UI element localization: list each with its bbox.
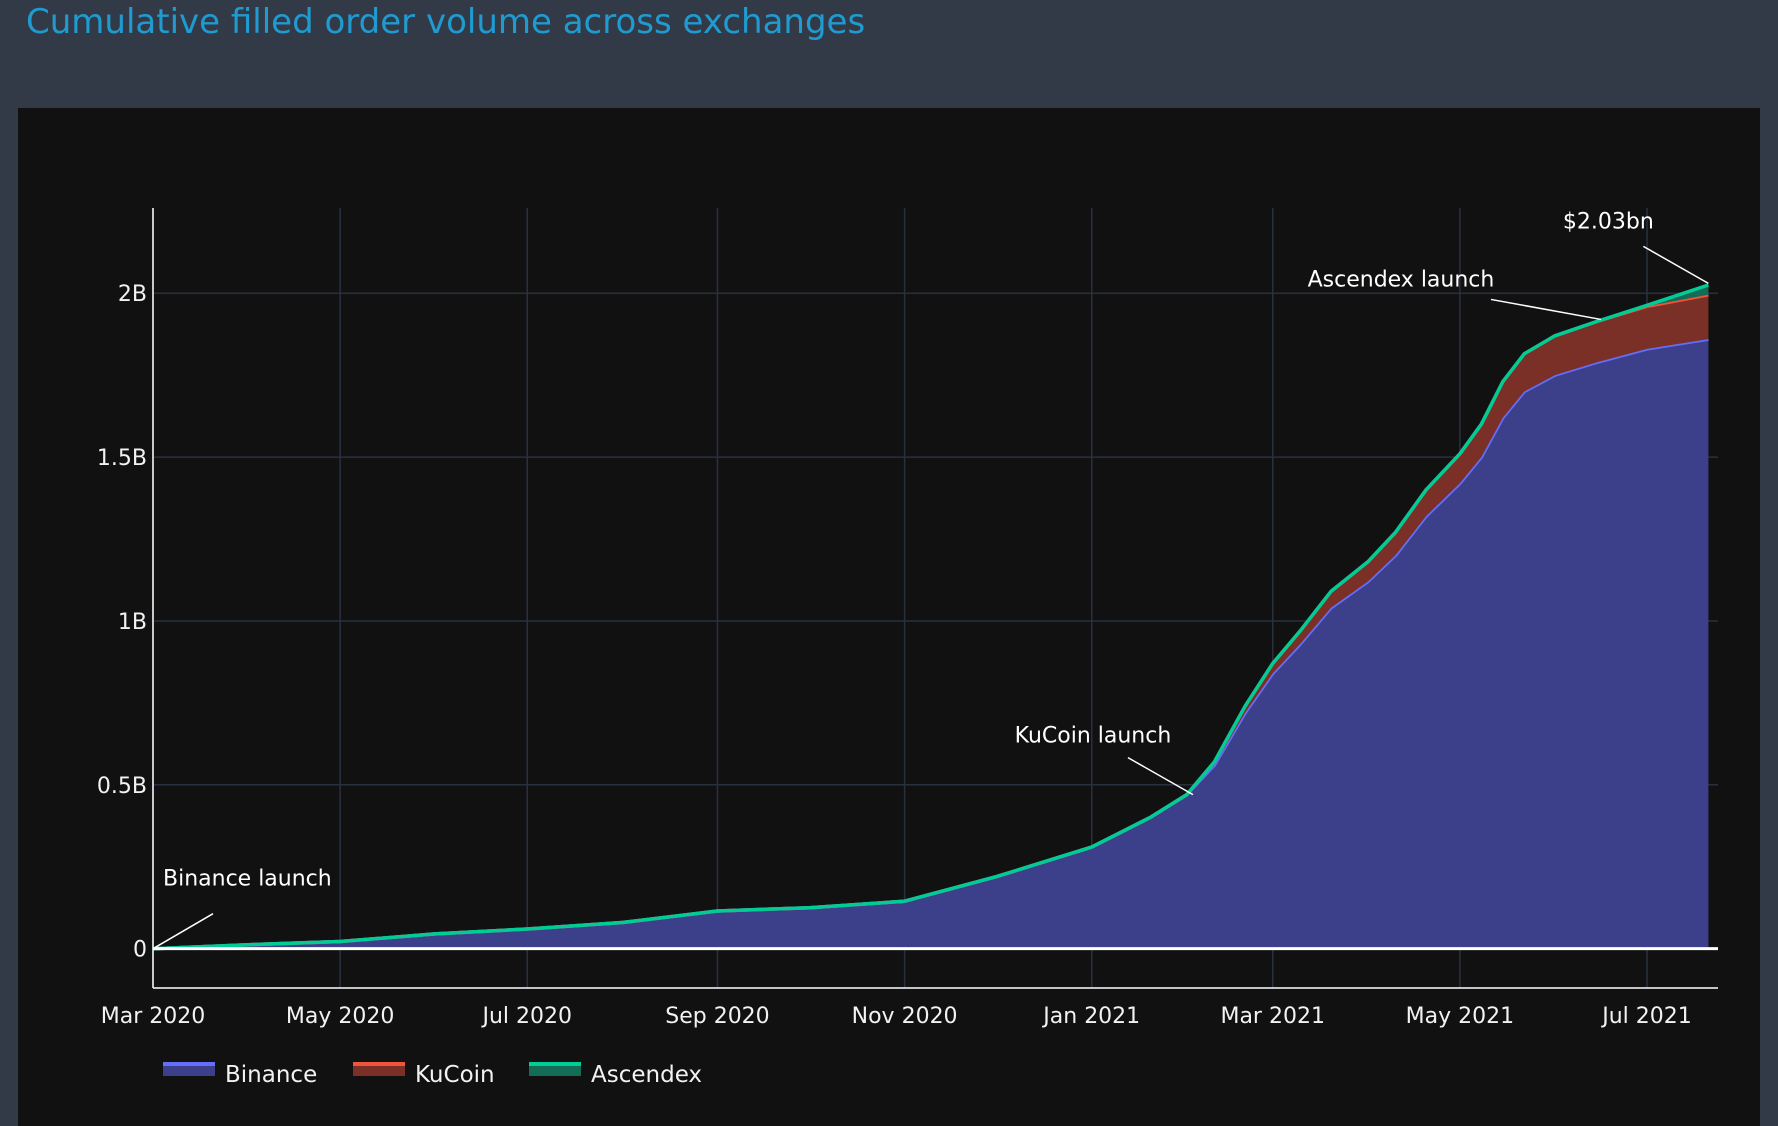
legend[interactable]: Binance KuCoin Ascendex: [163, 1062, 702, 1088]
x-tick-label: Mar 2021: [1220, 1004, 1325, 1029]
annotation-arrow: [152, 913, 214, 950]
annotation-arrow: [1642, 245, 1709, 285]
area-kucoin: [153, 294, 1709, 949]
axes: 0 0.5B 1B 1.5B 2B Mar 2020 May 2020 Jul 2020 Sep…: [97, 208, 1718, 1029]
y-tick-label: 0.5B: [97, 774, 147, 799]
page-title: Cumulative filled order volume across ex…: [26, 2, 866, 42]
x-tick-label: Sep 2020: [665, 1004, 769, 1029]
annotation-arrow: [1490, 298, 1602, 321]
x-tick-label: Nov 2020: [852, 1004, 958, 1029]
x-tick-label: Jan 2021: [1041, 1004, 1140, 1029]
annotation-label: Ascendex launch: [1308, 267, 1495, 292]
legend-swatch: [163, 1064, 215, 1076]
legend-item-kucoin[interactable]: KuCoin: [353, 1062, 495, 1088]
y-tick-label: 0: [133, 938, 147, 963]
chart-panel: 0 0.5B 1B 1.5B 2B Mar 2020 May 2020 Jul 2020 Sep…: [18, 108, 1760, 1126]
x-tick-label: May 2021: [1406, 1004, 1514, 1029]
legend-item-binance[interactable]: Binance: [163, 1062, 317, 1088]
legend-label: Binance: [225, 1062, 317, 1088]
x-tick-label: Mar 2020: [101, 1004, 206, 1029]
line-ascendex: [152, 283, 1709, 951]
legend-label: KuCoin: [415, 1062, 495, 1088]
area-series: [152, 283, 1709, 951]
legend-swatch: [529, 1064, 581, 1076]
area-binance: [153, 339, 1709, 949]
legend-label: Ascendex: [591, 1062, 702, 1088]
y-tick-label: 1.5B: [97, 446, 147, 471]
legend-item-ascendex[interactable]: Ascendex: [529, 1062, 702, 1088]
annotation-arrow: [1127, 756, 1194, 796]
y-tick-label: 1B: [118, 610, 147, 635]
y-tick-label: 2B: [118, 282, 147, 307]
annotation-label: KuCoin launch: [1015, 724, 1172, 749]
x-tick-label: May 2020: [286, 1004, 394, 1029]
annotations: Binance launch KuCoin launch Ascendex laun…: [152, 209, 1709, 950]
annotation-label: Binance launch: [163, 867, 332, 892]
legend-swatch: [353, 1064, 405, 1076]
x-tick-label: Jul 2020: [481, 1004, 573, 1029]
annotation-label: $2.03bn: [1563, 209, 1654, 234]
x-tick-label: Jul 2021: [1600, 1004, 1692, 1029]
area-chart: 0 0.5B 1B 1.5B 2B Mar 2020 May 2020 Jul 2020 Sep…: [97, 208, 1718, 1088]
